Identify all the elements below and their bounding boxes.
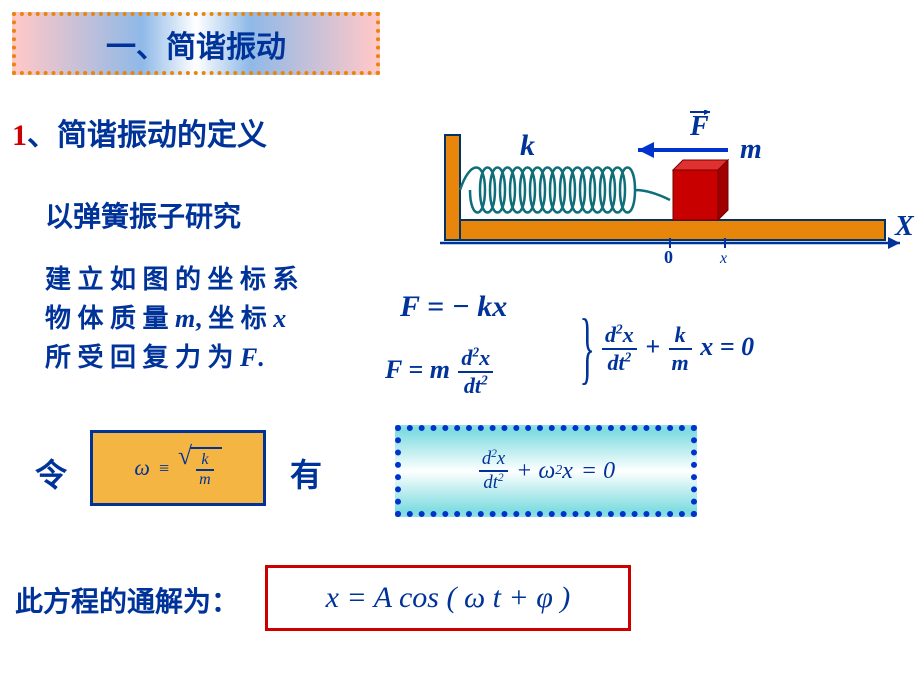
- label-k: k: [520, 129, 535, 162]
- para-l2-pre: 物 体 质 量: [45, 304, 175, 333]
- eq2-frac: d2x dt2: [458, 345, 493, 399]
- section-heading: 1、简谐振动的定义: [12, 110, 267, 154]
- brace-icon: }: [580, 303, 595, 394]
- spring-mass-diagram: k F m X 0 x: [390, 110, 915, 275]
- box-solution: x = A cos ( ω t + φ ): [265, 565, 631, 631]
- label-zero: 0: [664, 247, 673, 267]
- para-l2-mid: , 坐 标: [195, 304, 273, 333]
- eq-hooke: F = − kx: [400, 290, 507, 324]
- diffeq-frac: d2x dt2: [479, 448, 508, 494]
- section-sep: 、: [27, 119, 57, 152]
- solution-eq: x = A cos ( ω t + φ ): [326, 581, 571, 615]
- sym-m: m: [175, 304, 195, 333]
- eq2-lhs: F = m: [385, 355, 450, 384]
- label-let: 令: [35, 450, 67, 496]
- section-number: 1: [12, 119, 27, 152]
- para-l3-end: .: [257, 343, 264, 372]
- title-panel: 一、简谐振动: [12, 12, 380, 75]
- solution-label: 此方程的通解为：: [15, 580, 239, 620]
- title-text: 一、简谐振动: [106, 22, 286, 66]
- label-have: 有: [290, 450, 322, 496]
- sym-x: x: [273, 304, 286, 333]
- label-F: F: [689, 111, 709, 142]
- section-text: 简谐振动的定义: [57, 119, 267, 152]
- para-line1: 建 立 如 图 的 坐 标 系: [45, 265, 299, 294]
- box-diffeq: d2x dt2 + ω2 x = 0: [395, 425, 697, 517]
- eq3-frac2: k m: [669, 322, 692, 376]
- intro-line: 以弹簧振子研究: [45, 195, 241, 235]
- eq-newton: F = m d2x dt2: [385, 345, 495, 399]
- sym-F: F: [240, 343, 257, 372]
- label-xpos: x: [719, 250, 727, 267]
- box-omega-definition: ω ≡ √ k m: [90, 430, 266, 506]
- description-paragraph: 建 立 如 图 的 坐 标 系 物 体 质 量 m, 坐 标 x 所 受 回 复…: [45, 260, 299, 377]
- sqrt-icon: √ k m: [178, 447, 222, 489]
- label-X: X: [894, 211, 915, 242]
- label-m: m: [740, 134, 762, 165]
- eq3-frac1: d2x dt2: [602, 322, 637, 376]
- eq-ode: d2x dt2 + k m x = 0: [600, 322, 754, 376]
- para-l3-pre: 所 受 回 复 力 为: [45, 343, 240, 372]
